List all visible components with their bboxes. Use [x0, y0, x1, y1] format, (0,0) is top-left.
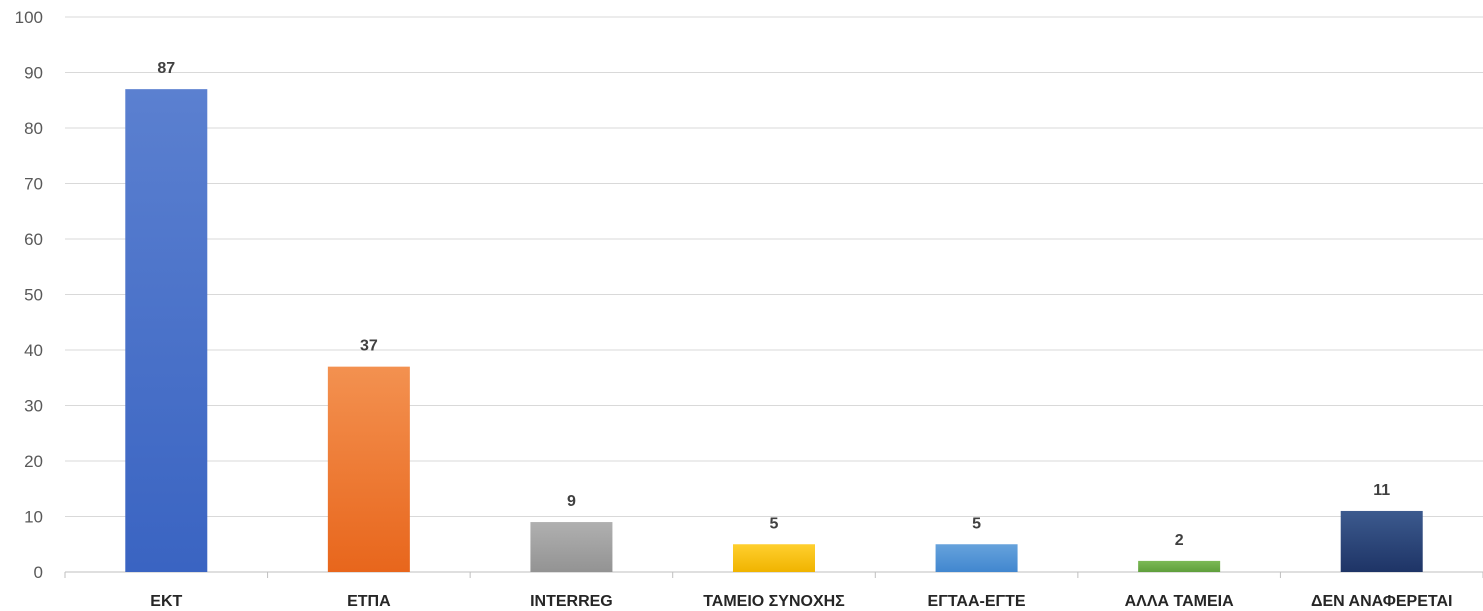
data-label: 87	[157, 60, 175, 77]
x-category-label: ΑΛΛΑ ΤΑΜΕΙΑ	[1125, 593, 1234, 610]
y-tick-label: 10	[24, 508, 43, 527]
bars	[125, 89, 1423, 573]
x-category-label: ΕΓΤΑΑ-ΕΓΤΕ	[928, 593, 1026, 610]
y-tick-label: 100	[15, 8, 43, 27]
bar	[1340, 510, 1423, 572]
y-tick-label: 30	[24, 397, 43, 416]
data-label: 11	[1373, 482, 1390, 499]
y-tick-label: 0	[34, 563, 43, 582]
y-axis-ticks: 0 10 20 30 40 50 60 70 80 90 100	[15, 8, 43, 582]
data-label: 37	[360, 338, 378, 355]
bar	[125, 89, 208, 573]
y-tick-label: 90	[24, 64, 43, 83]
bar	[733, 544, 815, 572]
x-category-label: ΕΤΠΑ	[347, 593, 391, 610]
bar	[530, 522, 613, 572]
data-label: 9	[567, 493, 576, 510]
bar	[1138, 560, 1221, 572]
y-tick-label: 70	[24, 175, 43, 194]
y-tick-label: 60	[24, 230, 43, 249]
x-category-label: INTERREG	[530, 593, 613, 610]
y-tick-label: 50	[24, 286, 43, 305]
y-tick-label: 40	[24, 341, 43, 360]
x-category-label: ΔΕΝ ΑΝΑΦΕΡΕΤΑΙ	[1311, 593, 1453, 610]
y-tick-label: 20	[24, 452, 43, 471]
gridlines	[64, 16, 1483, 578]
y-tick-label: 80	[24, 119, 43, 138]
x-axis-categories: ΕΚΤ ΕΤΠΑ INTERREG ΤΑΜΕΙΟ ΣΥΝΟΧΗΣ ΕΓΤΑΑ-ΕΓΤΕ Α…	[150, 593, 1452, 610]
data-labels: 87 37 9 5 5 2 11	[157, 60, 1390, 549]
x-category-label: ΤΑΜΕΙΟ ΣΥΝΟΧΗΣ	[703, 593, 845, 610]
data-label: 2	[1175, 532, 1184, 549]
bar	[327, 366, 410, 572]
data-label: 5	[972, 515, 981, 532]
data-label: 5	[770, 515, 779, 532]
x-category-label: ΕΚΤ	[150, 593, 182, 610]
bar	[935, 544, 1018, 572]
